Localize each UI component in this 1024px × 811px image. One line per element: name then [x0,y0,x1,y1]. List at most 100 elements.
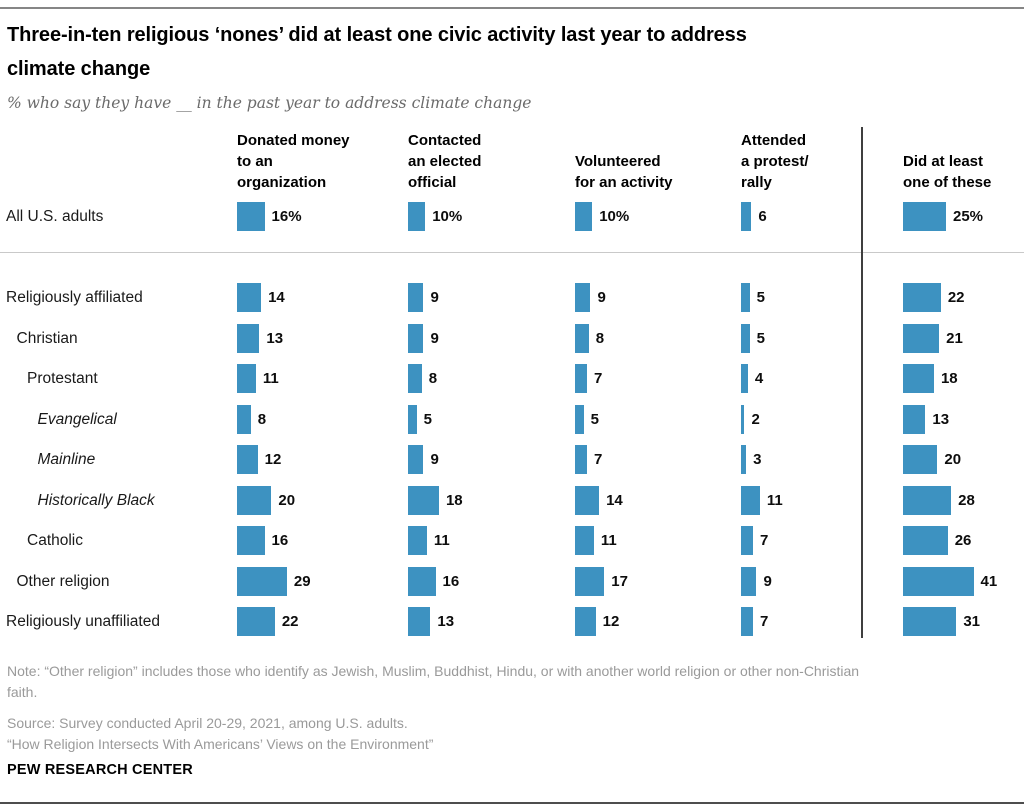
bar [903,364,934,393]
bar-value-label: 9 [763,572,772,590]
bar-value-label: 11 [433,532,450,549]
bar [408,485,439,515]
bar-value-label: 13 [266,329,284,347]
bar-value-label: 5 [756,289,765,306]
bar [237,364,256,393]
bar-value-label: 7 [594,451,603,468]
column-header: Attended a protest/ rally [741,132,809,191]
bar [903,445,938,474]
bar [741,323,750,353]
column-header: Donated money to an organization [237,132,350,191]
bar [408,323,424,353]
bar-value-label: 8 [428,370,438,387]
bar [903,607,957,636]
row-label: All U.S. adults [6,208,104,225]
bar-value-label: 4 [754,370,764,387]
column-header: Contacted an elected official [408,132,482,191]
bar [741,404,745,434]
bar [903,404,926,434]
bar-value-label: 2 [751,410,760,428]
bar-value-label: 41 [980,572,998,590]
bar [237,526,265,555]
bar-value-label: 26 [954,532,972,549]
chart-title: Three-in-ten religious ‘nones’ did at le… [7,24,747,80]
bottom-rule [0,802,1024,804]
row-label: Christian [16,329,78,347]
bar-value-label: 21 [946,329,963,347]
bar [408,526,427,555]
bar [903,323,940,353]
bar-value-label: 16 [442,572,460,590]
citation-text: “How Religion Intersects With Americans’… [7,736,434,752]
bar-value-label: 7 [760,532,769,549]
bar [575,364,588,393]
bar [903,485,952,515]
bar-value-label: 18 [445,491,463,509]
bar [237,283,262,312]
row-label: Catholic [27,532,83,549]
row-separator-line [0,252,1024,253]
bar [237,566,287,596]
brand-label: PEW RESEARCH CENTER [7,762,193,778]
bar [575,283,591,312]
source-text: Source: Survey conducted April 20-29, 20… [7,715,408,731]
top-rule [0,7,1024,9]
column-header: Did at least one of these [903,153,992,191]
bar-value-label: 25% [953,208,984,225]
bar [575,566,605,596]
bar-value-label: 7 [760,613,769,630]
bar-value-label: 11 [600,532,617,549]
column-header: Volunteered for an activity [575,153,673,191]
bar-value-label: 20 [278,491,296,509]
bar-value-label: 8 [257,410,267,428]
row-label: Religiously affiliated [6,289,143,306]
bar [741,283,750,312]
note-text: Note: “Other religion” includes those wh… [7,663,860,700]
bar [741,607,754,636]
bar-value-label: 13 [437,613,455,630]
bar-value-label: 16 [271,532,289,549]
bar [237,323,260,353]
bar-value-label: 9 [430,451,439,468]
bar [237,445,258,474]
bar-value-label: 13 [932,410,950,428]
bar-value-label: 9 [597,289,606,306]
bar [903,202,946,231]
bar-value-label: 7 [594,370,603,387]
bar-value-label: 3 [753,451,762,468]
bar [741,364,748,393]
bar-value-label: 22 [947,289,965,306]
bar [408,202,426,231]
bar-value-label: 18 [940,370,958,387]
bar [575,445,588,474]
bar-value-label: 11 [766,491,783,509]
row-label: Mainline [37,451,96,468]
bar-value-label: 6 [758,208,767,225]
bar [575,526,594,555]
bar [575,404,584,434]
bar [408,566,436,596]
bar-value-label: 29 [293,572,311,590]
bar [237,485,272,515]
bar-value-label: 31 [963,613,980,630]
bar-value-label: 20 [944,451,962,468]
bar [237,404,251,434]
bar-value-label: 14 [268,289,285,306]
bar [575,607,596,636]
row-label: Evangelical [37,410,117,428]
bar [408,607,431,636]
bar-value-label: 22 [281,613,299,630]
bar [408,404,417,434]
bar [408,283,424,312]
bar-value-label: 10% [432,208,463,225]
bar [237,202,265,231]
bar-value-label: 5 [423,410,432,428]
bar-value-label: 14 [606,491,623,509]
bar [741,566,757,596]
bar [903,566,974,596]
row-label: Religiously unaffiliated [6,613,160,630]
bar-value-label: 5 [590,410,599,428]
bar-value-label: 12 [264,451,282,468]
bar [741,445,747,474]
